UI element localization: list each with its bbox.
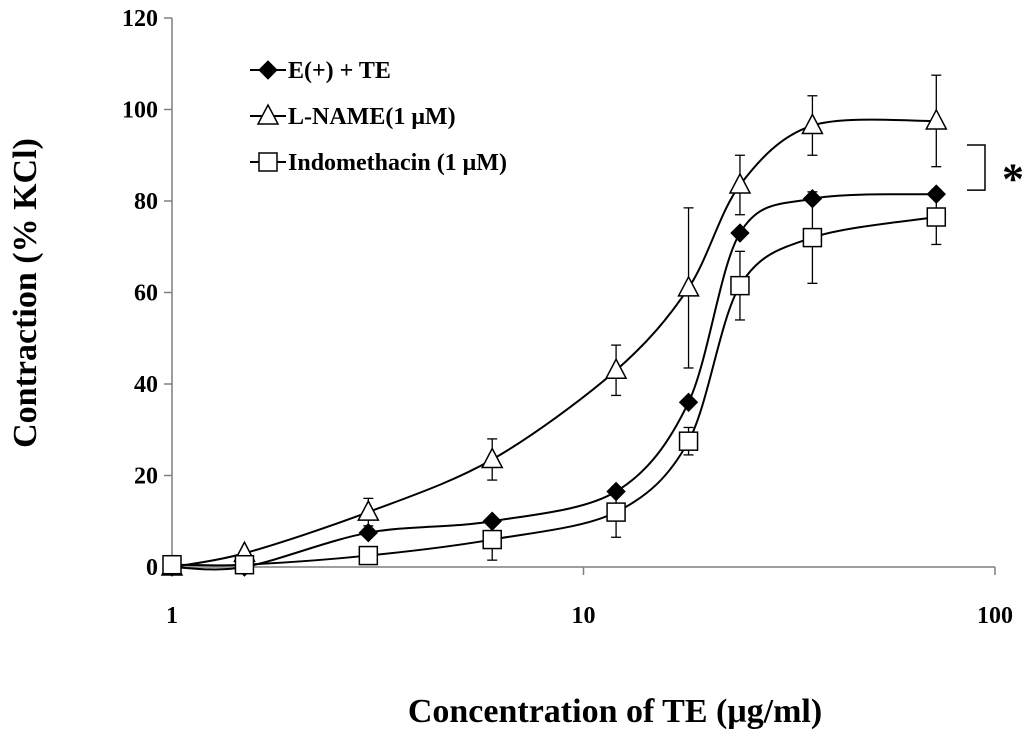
legend-marker (258, 152, 278, 172)
legend-marker (256, 103, 280, 125)
data-point (926, 207, 947, 227)
data-point (606, 502, 626, 522)
data-point (678, 431, 699, 451)
legend: E(+) + TE L-NAME(1 μM) Indomethacin (1 μM) (250, 58, 507, 176)
significance-bracket (967, 144, 986, 191)
series-line (171, 193, 937, 571)
data-point (730, 223, 750, 243)
series-diamond (171, 193, 937, 571)
data-point (926, 184, 946, 204)
data-point (728, 172, 752, 194)
legend-label: L-NAME(1 μM) (288, 104, 456, 130)
series-layer (160, 74, 948, 577)
markers-square (162, 207, 947, 575)
significance-star: * (1002, 155, 1024, 204)
y-tick-label: 80 (134, 189, 158, 215)
x-tick-label: 1 (166, 603, 178, 629)
data-point (802, 227, 823, 248)
data-point (730, 275, 750, 296)
y-tick-label: 120 (122, 6, 158, 32)
markers-diamond (162, 184, 946, 577)
data-point (358, 522, 379, 543)
series-line (171, 118, 937, 568)
x-tick-label: 10 (572, 603, 596, 629)
data-point (802, 189, 823, 209)
series-line (171, 216, 937, 567)
data-point (234, 554, 255, 575)
legend-marker (258, 60, 278, 80)
data-point (482, 529, 502, 550)
y-axis-title: Contraction (% KCl) (7, 138, 44, 448)
data-point (606, 481, 626, 502)
markers-triangle (160, 108, 948, 576)
series-square (171, 188, 942, 567)
data-point (482, 511, 502, 531)
legend-item: E(+) + TE (250, 58, 391, 84)
data-point (677, 275, 700, 297)
data-point (925, 108, 948, 130)
y-tick-label: 20 (134, 464, 158, 490)
y-tick-label: 0 (146, 555, 158, 581)
data-point (358, 545, 379, 566)
y-tick-label: 60 (134, 281, 158, 307)
series-triangle (171, 74, 942, 568)
y-tick-label: 40 (134, 372, 158, 398)
data-point (801, 112, 824, 135)
data-point (678, 392, 699, 413)
x-tick-label: 100 (977, 603, 1013, 629)
data-point (604, 357, 628, 380)
legend-item: L-NAME(1 μM) (250, 103, 456, 130)
data-point (480, 446, 504, 469)
data-point (162, 554, 182, 575)
x-axis-title: Concentration of TE (μg/ml) (408, 693, 822, 730)
annotation-layer: * (967, 144, 1024, 204)
data-point (357, 499, 380, 521)
legend-label: E(+) + TE (288, 58, 391, 84)
legend-item: Indomethacin (1 μM) (250, 150, 507, 176)
legend-label: Indomethacin (1 μM) (288, 150, 507, 176)
y-tick-label: 100 (122, 98, 158, 124)
